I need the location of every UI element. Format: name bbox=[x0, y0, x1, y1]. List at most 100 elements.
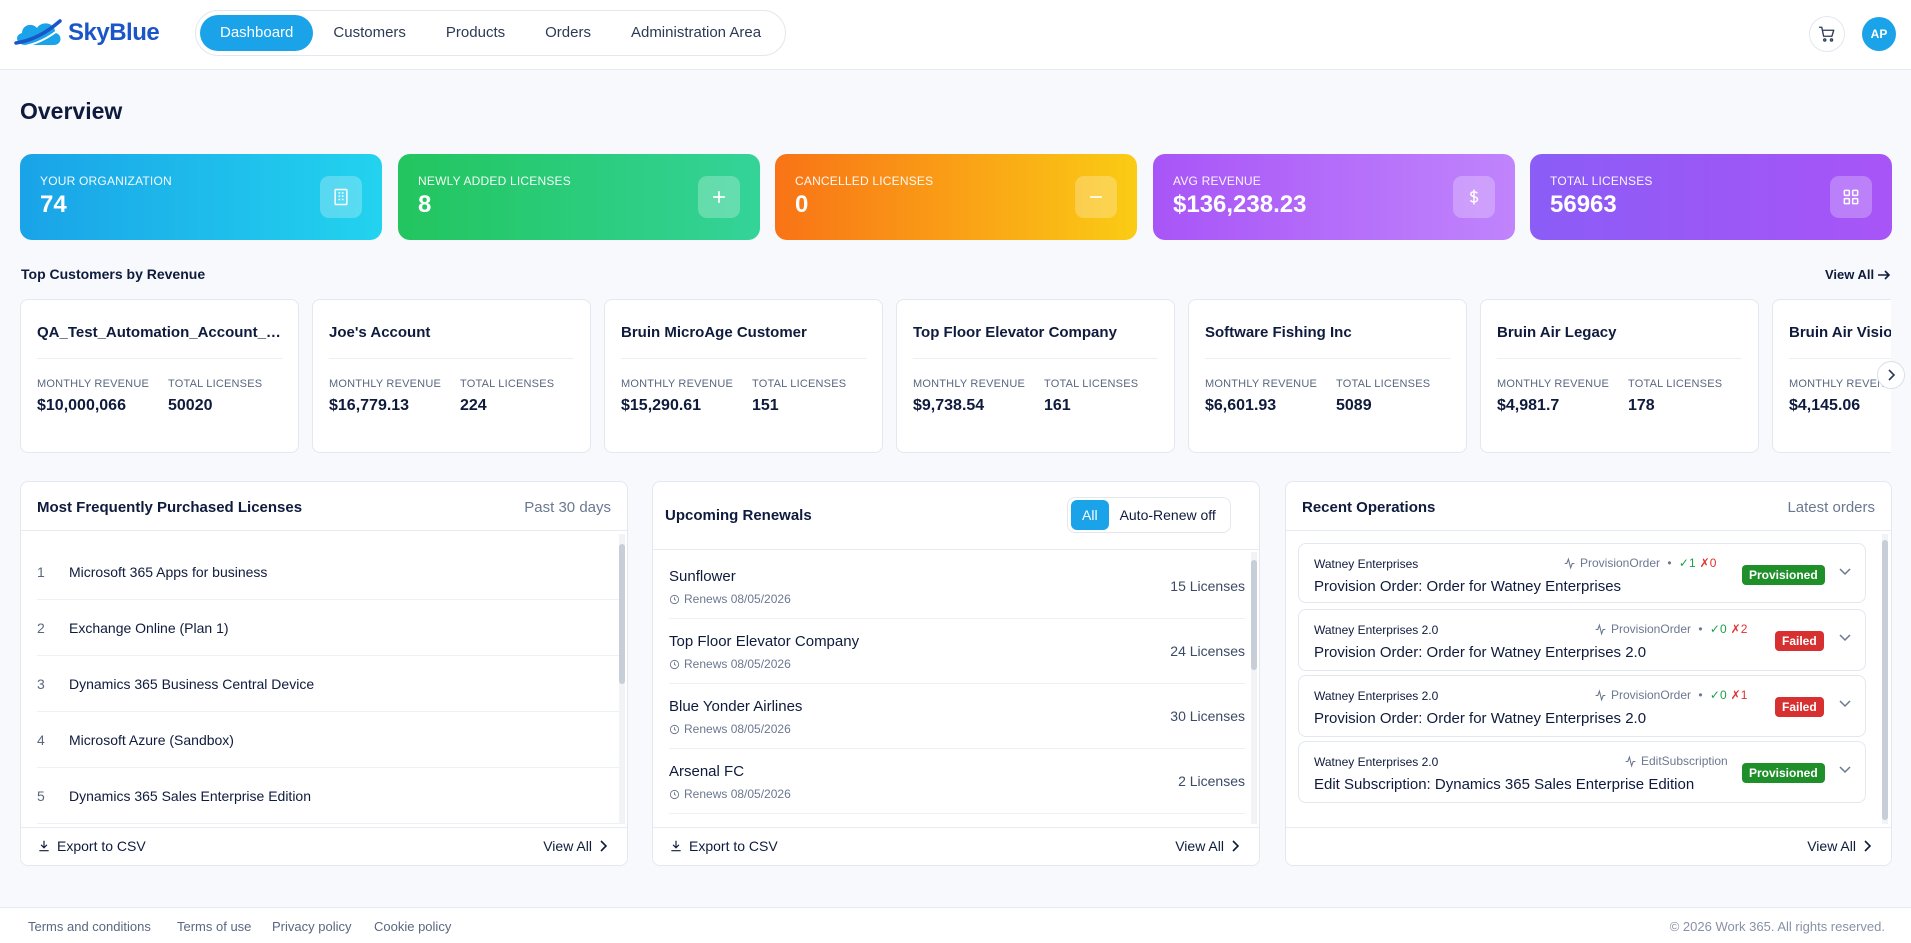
footer-link-terms-of-use[interactable]: Terms of use bbox=[177, 919, 252, 934]
customer-card[interactable]: Joe's Account Monthly Revenue $16,779.13 … bbox=[312, 299, 591, 453]
carousel-next-button[interactable] bbox=[1877, 361, 1905, 389]
total-licenses-label: Total Licenses bbox=[1044, 378, 1139, 390]
chevron-down-icon[interactable] bbox=[1839, 568, 1851, 576]
nav-customers[interactable]: Customers bbox=[333, 24, 406, 41]
operation-meta: ProvisionOrder • ✓0 ✗2 bbox=[1594, 622, 1747, 636]
export-label: Export to CSV bbox=[689, 838, 778, 854]
renewal-row[interactable]: Blue Yonder Airlines Renews 08/05/2026 3… bbox=[669, 684, 1245, 749]
divider bbox=[653, 549, 1259, 550]
filter-all[interactable]: All bbox=[1071, 500, 1109, 530]
scroll-thumb[interactable] bbox=[619, 544, 625, 684]
export-label: Export to CSV bbox=[57, 838, 146, 854]
operation-title: Provision Order: Order for Watney Enterp… bbox=[1314, 644, 1647, 661]
stat-label: Total Licenses bbox=[1550, 174, 1653, 188]
license-rank: 4 bbox=[37, 731, 45, 748]
download-icon bbox=[671, 840, 681, 852]
separator-dot: • bbox=[1664, 556, 1675, 570]
scroll-thumb[interactable] bbox=[1251, 560, 1257, 670]
activity-icon bbox=[1595, 622, 1606, 636]
customer-card[interactable]: Bruin MicroAge Customer Monthly Revenue $… bbox=[604, 299, 883, 453]
cart-button[interactable] bbox=[1809, 16, 1845, 52]
export-csv-button[interactable]: Export to CSV bbox=[669, 838, 778, 854]
user-avatar[interactable]: AP bbox=[1862, 17, 1896, 51]
renewal-date: Renews 08/05/2026 bbox=[669, 722, 791, 736]
divider bbox=[37, 358, 282, 359]
top-customers-view-all[interactable]: View All bbox=[1825, 267, 1891, 282]
operations-scrollbar[interactable] bbox=[1882, 534, 1888, 824]
renewal-customer: Top Floor Elevator Company bbox=[669, 633, 860, 650]
scroll-thumb[interactable] bbox=[1882, 540, 1888, 820]
operation-customer: Watney Enterprises 2.0 bbox=[1314, 623, 1439, 637]
activity-icon bbox=[1625, 754, 1636, 768]
total-licenses-label: Total Licenses bbox=[1336, 378, 1431, 390]
logo[interactable]: SkyBlue bbox=[12, 17, 160, 49]
license-row[interactable]: 5 Dynamics 365 Sales Enterprise Edition bbox=[37, 768, 621, 824]
monthly-revenue-label: Monthly Revenue bbox=[621, 378, 734, 390]
chevron-down-icon[interactable] bbox=[1839, 634, 1851, 642]
renewal-row[interactable]: Top Floor Elevator Company Renews 08/05/… bbox=[669, 619, 1245, 684]
licenses-panel: Most Frequently Purchased Licenses Past … bbox=[20, 481, 628, 866]
operation-card[interactable]: Watney Enterprises 2.0 EditSubscription … bbox=[1298, 741, 1866, 803]
license-name: Microsoft Azure (Sandbox) bbox=[69, 731, 234, 748]
operation-customer: Watney Enterprises bbox=[1314, 557, 1419, 571]
customer-name: Joe's Account bbox=[329, 324, 431, 341]
monthly-revenue-label: Monthly Revenue bbox=[329, 378, 442, 390]
operation-title: Provision Order: Order for Watney Enterp… bbox=[1314, 710, 1647, 727]
customer-card[interactable]: Bruin Air Legacy Monthly Revenue $4,981.7… bbox=[1480, 299, 1759, 453]
customer-card[interactable]: Software Fishing Inc Monthly Revenue $6,6… bbox=[1188, 299, 1467, 453]
renewal-date: Renews 08/05/2026 bbox=[669, 787, 791, 801]
nav-products[interactable]: Products bbox=[445, 24, 506, 41]
license-row[interactable]: 4 Microsoft Azure (Sandbox) bbox=[37, 712, 621, 768]
renewal-licenses: 15 Licenses bbox=[1170, 578, 1245, 594]
operation-type: ProvisionOrder bbox=[1580, 556, 1661, 570]
license-name: Dynamics 365 Sales Enterprise Edition bbox=[69, 787, 312, 804]
license-row[interactable]: 1 Microsoft 365 Apps for business bbox=[37, 544, 621, 600]
footer-link-terms-conditions[interactable]: Terms and conditions bbox=[28, 919, 151, 934]
nav-dashboard[interactable]: Dashboard bbox=[200, 15, 314, 51]
view-all-operations-button[interactable]: View All bbox=[1807, 838, 1871, 854]
view-all-licenses-button[interactable]: View All bbox=[543, 838, 607, 854]
renewal-row[interactable]: Sunflower Renews 08/05/2026 15 Licenses bbox=[669, 554, 1245, 619]
monthly-revenue-label: Monthly Revenue bbox=[1789, 378, 1891, 390]
stat-card-cancelled-licenses: Cancelled Licenses 0 bbox=[775, 154, 1137, 240]
license-rank: 5 bbox=[37, 787, 45, 804]
operation-card[interactable]: Watney Enterprises 2.0 ProvisionOrder • … bbox=[1298, 609, 1866, 671]
operation-fail-count: ✗1 bbox=[1730, 688, 1748, 702]
customer-card[interactable]: QA_Test_Automation_Account_New Monthly R… bbox=[20, 299, 299, 453]
logo-text: SkyBlue bbox=[68, 19, 160, 46]
divider bbox=[1205, 358, 1450, 359]
operation-meta: EditSubscription bbox=[1624, 754, 1728, 768]
renewal-customer: Sunflower bbox=[669, 568, 736, 585]
operation-type: EditSubscription bbox=[1641, 754, 1728, 768]
customer-card[interactable]: Bruin Air Vision Monthly Revenue $4,145.0… bbox=[1772, 299, 1891, 453]
stat-label: Newly Added Licenses bbox=[418, 174, 571, 188]
filter-auto-renew-off[interactable]: Auto-Renew off bbox=[1119, 507, 1216, 523]
operation-card[interactable]: Watney Enterprises 2.0 ProvisionOrder • … bbox=[1298, 675, 1866, 737]
renewal-row[interactable]: Arsenal FC Renews 08/05/2026 2 Licenses bbox=[669, 749, 1245, 814]
footer-link-privacy-policy[interactable]: Privacy policy bbox=[272, 919, 352, 934]
chevron-down-icon[interactable] bbox=[1839, 766, 1851, 774]
export-csv-button[interactable]: Export to CSV bbox=[37, 838, 146, 854]
divider bbox=[329, 358, 574, 359]
operations-subtitle: Latest orders bbox=[1787, 499, 1875, 516]
total-licenses-value: 224 bbox=[460, 397, 487, 414]
operation-success-count: ✓0 bbox=[1709, 688, 1727, 702]
view-all-renewals-button[interactable]: View All bbox=[1175, 838, 1239, 854]
renewals-scrollbar[interactable] bbox=[1251, 552, 1257, 824]
license-row[interactable]: 2 Exchange Online (Plan 1) bbox=[37, 600, 621, 656]
license-row[interactable]: 3 Dynamics 365 Business Central Device bbox=[37, 656, 621, 712]
building-icon bbox=[320, 176, 362, 218]
operation-card[interactable]: Watney Enterprises ProvisionOrder • ✓1 ✗… bbox=[1298, 543, 1866, 603]
license-name: Exchange Online (Plan 1) bbox=[69, 619, 229, 636]
customer-card[interactable]: Top Floor Elevator Company Monthly Reven… bbox=[896, 299, 1175, 453]
nav-administration-area[interactable]: Administration Area bbox=[630, 24, 762, 41]
stat-value: 74 bbox=[40, 191, 67, 218]
clock-icon bbox=[669, 659, 680, 669]
divider bbox=[621, 358, 866, 359]
monthly-revenue-value: $9,738.54 bbox=[913, 397, 985, 414]
nav-orders[interactable]: Orders bbox=[545, 24, 591, 41]
footer-link-cookie-policy[interactable]: Cookie policy bbox=[374, 919, 452, 934]
monthly-revenue-label: Monthly Revenue bbox=[913, 378, 1026, 390]
chevron-down-icon[interactable] bbox=[1839, 700, 1851, 708]
licenses-scrollbar[interactable] bbox=[619, 534, 625, 824]
